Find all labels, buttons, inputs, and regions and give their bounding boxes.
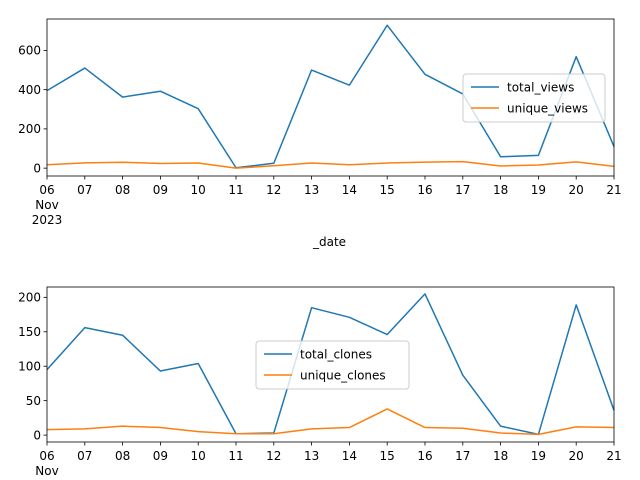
legend: total_clones unique_clones [255,340,410,390]
x-tick-label: 14 [342,183,357,197]
x-tick-label: 16 [417,183,432,197]
x-tick-label: 19 [531,449,546,463]
x-tick-sublabel: 2023 [32,213,63,227]
x-tick-label: 11 [228,449,243,463]
y-tick-label: 50 [26,394,41,408]
legend-label: unique_views [507,102,588,116]
x-tick-label: 17 [455,449,470,463]
x-tick-label: 14 [342,449,357,463]
x-tick-label: 06 [39,449,54,463]
x-tick-sublabel: Nov [35,198,58,212]
x-tick-label: 17 [455,183,470,197]
y-tick-label: 400 [18,83,41,97]
x-tick-label: 09 [153,183,168,197]
y-tick-label: 200 [18,291,41,305]
legend: total_views unique_views [462,73,606,123]
series-line-unique_views [46,160,615,169]
legend-box [462,73,606,123]
x-tick-label: 18 [493,183,508,197]
y-tick-label: 0 [33,161,41,175]
series-line-total_views [46,24,615,169]
x-tick-label: 13 [304,183,319,197]
x-tick-label: 12 [266,449,281,463]
series-line-unique_clones [46,408,615,436]
x-tick-label: 10 [191,183,206,197]
x-tick-label: 19 [531,183,546,197]
x-tick-label: 20 [569,449,584,463]
y-tick-label: 200 [18,122,41,136]
axes-frame [46,18,615,177]
x-tick-sublabel: Nov [35,464,58,478]
series-line-total_clones [46,293,615,436]
x-tick-label: 21 [606,183,621,197]
x-tick-label: 11 [228,183,243,197]
x-tick-label: 21 [606,449,621,463]
x-tick-label: 12 [266,183,281,197]
x-tick-label: 10 [191,449,206,463]
x-axis-label: _date [312,235,346,249]
x-tick-label: 07 [77,183,92,197]
x-tick-label: 13 [304,449,319,463]
x-tick-label: 16 [417,449,432,463]
legend-box [255,340,410,390]
y-tick-label: 150 [18,325,41,339]
axes-frame [46,286,615,443]
legend-label: unique_clones [300,369,386,383]
y-tick-label: 600 [18,44,41,58]
legend-label: total_views [507,81,574,95]
x-tick-label: 15 [380,449,395,463]
legend-label: total_clones [300,348,372,362]
x-tick-label: 09 [153,449,168,463]
y-tick-label: 0 [33,428,41,442]
x-tick-label: 06 [39,183,54,197]
y-tick-label: 100 [18,360,41,374]
x-tick-label: 15 [380,183,395,197]
x-tick-label: 20 [569,183,584,197]
x-tick-label: 07 [77,449,92,463]
x-tick-label: 08 [115,183,130,197]
x-tick-label: 18 [493,449,508,463]
x-tick-label: 08 [115,449,130,463]
